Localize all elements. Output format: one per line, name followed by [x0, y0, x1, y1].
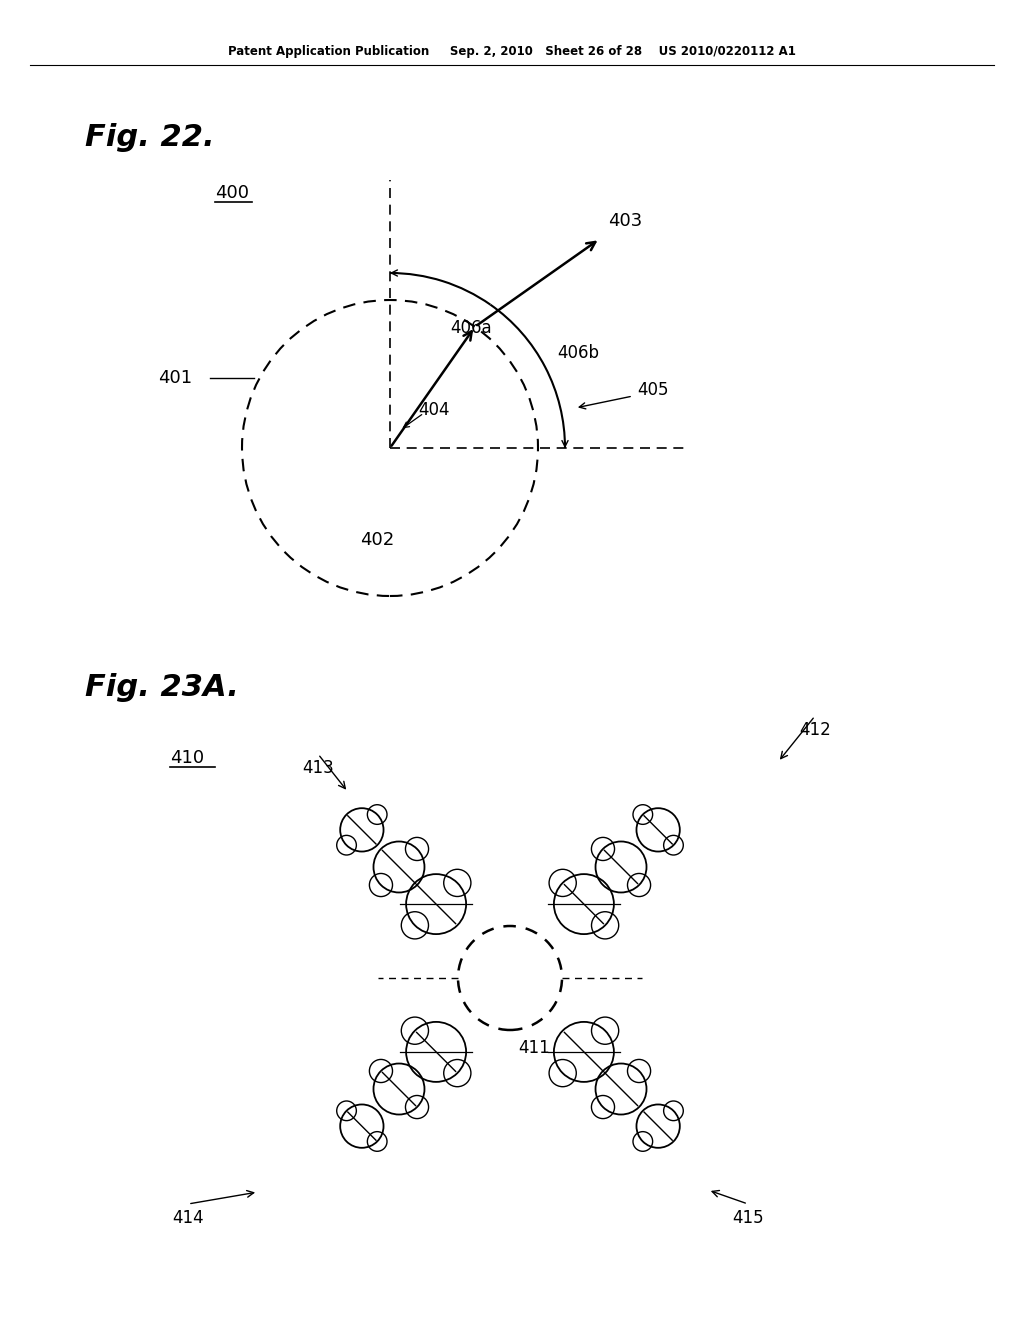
Text: Fig. 22.: Fig. 22.: [85, 124, 215, 153]
Text: 413: 413: [302, 759, 334, 777]
Text: Patent Application Publication     Sep. 2, 2010   Sheet 26 of 28    US 2010/0220: Patent Application Publication Sep. 2, 2…: [228, 45, 796, 58]
Text: Fig. 23A.: Fig. 23A.: [85, 673, 239, 702]
Text: 411: 411: [518, 1039, 550, 1057]
Text: 401: 401: [158, 370, 193, 387]
Text: 414: 414: [172, 1209, 204, 1228]
Text: 403: 403: [608, 211, 642, 230]
Text: 406a: 406a: [450, 319, 492, 337]
Text: 412: 412: [799, 721, 830, 739]
Text: 400: 400: [215, 183, 249, 202]
Text: 406b: 406b: [557, 345, 599, 362]
Text: 402: 402: [360, 531, 394, 549]
Text: 405: 405: [637, 381, 669, 399]
Text: 404: 404: [418, 401, 450, 418]
Text: 410: 410: [170, 748, 204, 767]
Text: 415: 415: [732, 1209, 764, 1228]
